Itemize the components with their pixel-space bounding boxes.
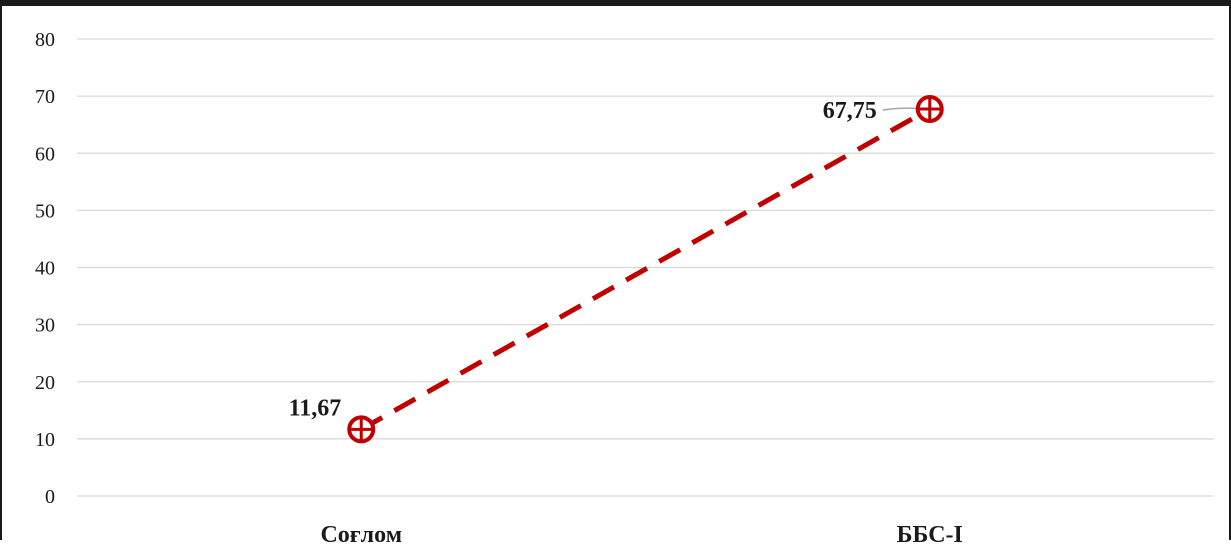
x-category-label: ББС-I [897, 522, 963, 546]
y-tick-label: 50 [35, 200, 55, 222]
data-marker [915, 94, 944, 123]
x-category-label: Соғлом [320, 522, 402, 546]
y-tick-label: 0 [45, 486, 55, 508]
y-tick-label: 30 [35, 315, 55, 337]
y-tick-label: 80 [35, 29, 55, 51]
data-markers [347, 94, 944, 444]
data-label: 11,67 [289, 395, 342, 421]
data-label: 67,75 [823, 98, 877, 124]
y-tick-label: 20 [35, 372, 55, 394]
y-axis-tick-labels: 0 10 20 30 40 50 60 70 80 [35, 29, 55, 508]
series-line-layer [360, 106, 931, 432]
line-chart: 0 10 20 30 40 50 60 70 80 Соғлом ББС-I 11,67 67,75 [35, 29, 1214, 546]
y-tick-label: 60 [35, 143, 55, 165]
x-axis-category-labels: Соғлом ББС-I [320, 522, 962, 546]
y-tick-label: 10 [35, 429, 55, 451]
leader-lines [882, 107, 920, 111]
y-tick-label: 40 [35, 258, 55, 280]
y-tick-label: 70 [35, 86, 55, 108]
data-marker [347, 415, 376, 444]
series-line [360, 106, 931, 432]
data-label-leader-line [882, 107, 920, 111]
data-labels: 11,67 67,75 [289, 98, 877, 421]
